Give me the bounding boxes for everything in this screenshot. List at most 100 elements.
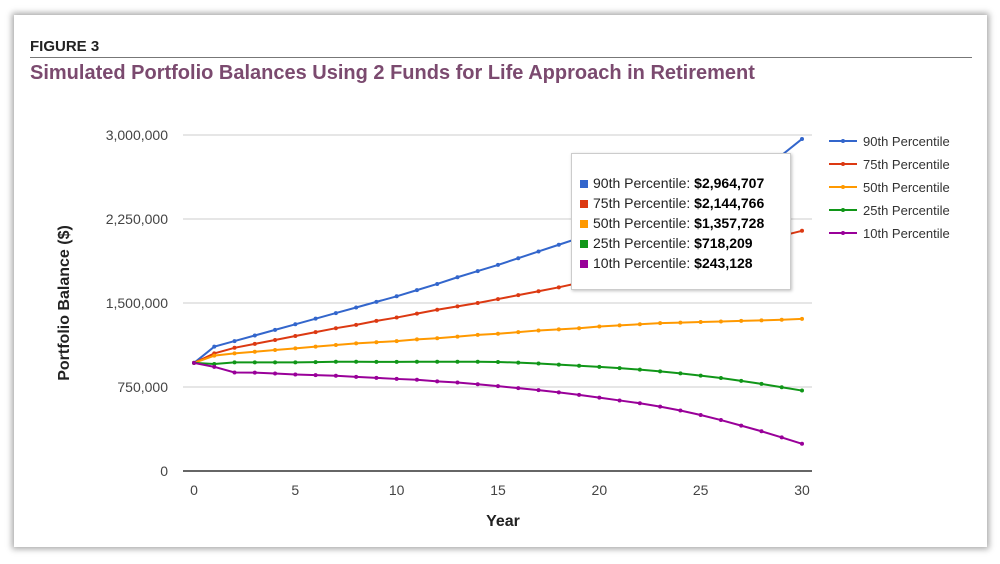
- legend-marker-icon: [841, 185, 845, 189]
- data-point: [658, 369, 663, 374]
- data-point: [455, 380, 460, 385]
- tooltip-value: $243,128: [694, 255, 753, 271]
- series-10th-percentile: [192, 360, 804, 446]
- data-point: [516, 330, 521, 335]
- legend-label: 25th Percentile: [863, 203, 950, 218]
- data-point: [698, 373, 703, 378]
- data-point: [536, 289, 541, 294]
- y-tick-label: 3,000,000: [106, 127, 168, 143]
- data-point: [718, 319, 723, 324]
- data-point: [496, 360, 500, 365]
- data-point: [617, 366, 622, 371]
- legend-item: 10th Percentile: [829, 226, 950, 241]
- x-tick-label: 30: [794, 482, 810, 498]
- data-point: [577, 326, 582, 331]
- data-point: [333, 359, 338, 364]
- legend-label: 90th Percentile: [863, 134, 950, 149]
- data-point: [394, 294, 399, 299]
- data-point: [556, 242, 561, 247]
- data-point: [374, 359, 379, 364]
- divider: [30, 57, 972, 58]
- data-point: [800, 441, 804, 446]
- y-tick-label: 0: [160, 463, 168, 479]
- x-axis-label: Year: [486, 513, 520, 530]
- data-point: [374, 318, 379, 323]
- data-point: [496, 384, 500, 389]
- data-point: [556, 390, 561, 395]
- data-point: [658, 404, 663, 409]
- data-point: [374, 299, 379, 304]
- data-point: [414, 311, 419, 316]
- tooltip-label: 25th Percentile:: [593, 235, 695, 251]
- data-point: [273, 337, 278, 342]
- x-tick-label: 15: [490, 482, 506, 498]
- data-point: [475, 382, 480, 387]
- data-point: [759, 318, 764, 323]
- data-point: [759, 381, 764, 386]
- figure-label: FIGURE 3: [30, 38, 100, 55]
- data-point: [374, 340, 379, 345]
- data-point: [354, 341, 359, 346]
- data-point: [354, 322, 359, 327]
- data-point: [273, 348, 278, 353]
- data-point: [293, 360, 298, 365]
- legend-item: 75th Percentile: [829, 157, 950, 172]
- data-point: [435, 281, 440, 286]
- data-point: [475, 269, 480, 274]
- data-point: [293, 346, 298, 351]
- data-point: [435, 307, 440, 312]
- data-point: [496, 297, 500, 302]
- data-point: [212, 353, 217, 358]
- data-point: [293, 322, 298, 327]
- data-point: [779, 385, 784, 390]
- data-point: [496, 331, 500, 336]
- data-point: [800, 316, 804, 321]
- swatch-icon: [580, 200, 588, 208]
- data-point: [516, 360, 521, 365]
- data-point: [516, 256, 521, 261]
- y-axis-label: Portfolio Balance ($): [56, 225, 73, 381]
- data-point: [313, 344, 318, 349]
- tooltip-label: 50th Percentile:: [593, 215, 695, 231]
- data-point: [637, 367, 642, 372]
- data-point: [435, 336, 440, 341]
- data-point: [678, 408, 683, 413]
- data-point: [678, 320, 683, 325]
- data-point: [536, 361, 541, 366]
- data-point: [637, 322, 642, 327]
- data-point: [475, 301, 480, 305]
- data-point: [678, 371, 683, 376]
- data-point: [252, 360, 257, 365]
- series-50th-percentile: [192, 316, 804, 365]
- data-point: [698, 320, 703, 325]
- data-point: [556, 285, 561, 290]
- x-tick-label: 25: [693, 482, 709, 498]
- legend-label: 50th Percentile: [863, 180, 950, 195]
- data-point: [212, 362, 217, 367]
- data-point: [354, 359, 359, 364]
- data-point: [252, 333, 257, 338]
- data-point: [556, 327, 561, 332]
- x-tick-label: 0: [190, 482, 198, 498]
- data-point: [800, 388, 804, 393]
- tooltip-value: $2,964,707: [694, 175, 765, 191]
- data-point: [739, 423, 744, 428]
- data-point: [252, 370, 257, 375]
- data-point: [354, 374, 359, 379]
- legend-item: 90th Percentile: [829, 134, 950, 149]
- data-point: [414, 337, 419, 342]
- tooltip-value: $718,209: [694, 235, 753, 251]
- data-point: [455, 275, 460, 280]
- data-point: [333, 373, 338, 378]
- legend-marker-icon: [841, 162, 845, 166]
- legend-marker-icon: [841, 208, 845, 212]
- data-point: [739, 378, 744, 383]
- data-point: [354, 305, 359, 310]
- tooltip-value: $2,144,766: [694, 195, 765, 211]
- data-point: [374, 375, 379, 380]
- data-point: [313, 330, 318, 335]
- data-point: [333, 311, 338, 316]
- data-point: [536, 249, 541, 254]
- data-point: [536, 388, 541, 393]
- tooltip-row: 90th Percentile: $2,964,707: [580, 173, 764, 193]
